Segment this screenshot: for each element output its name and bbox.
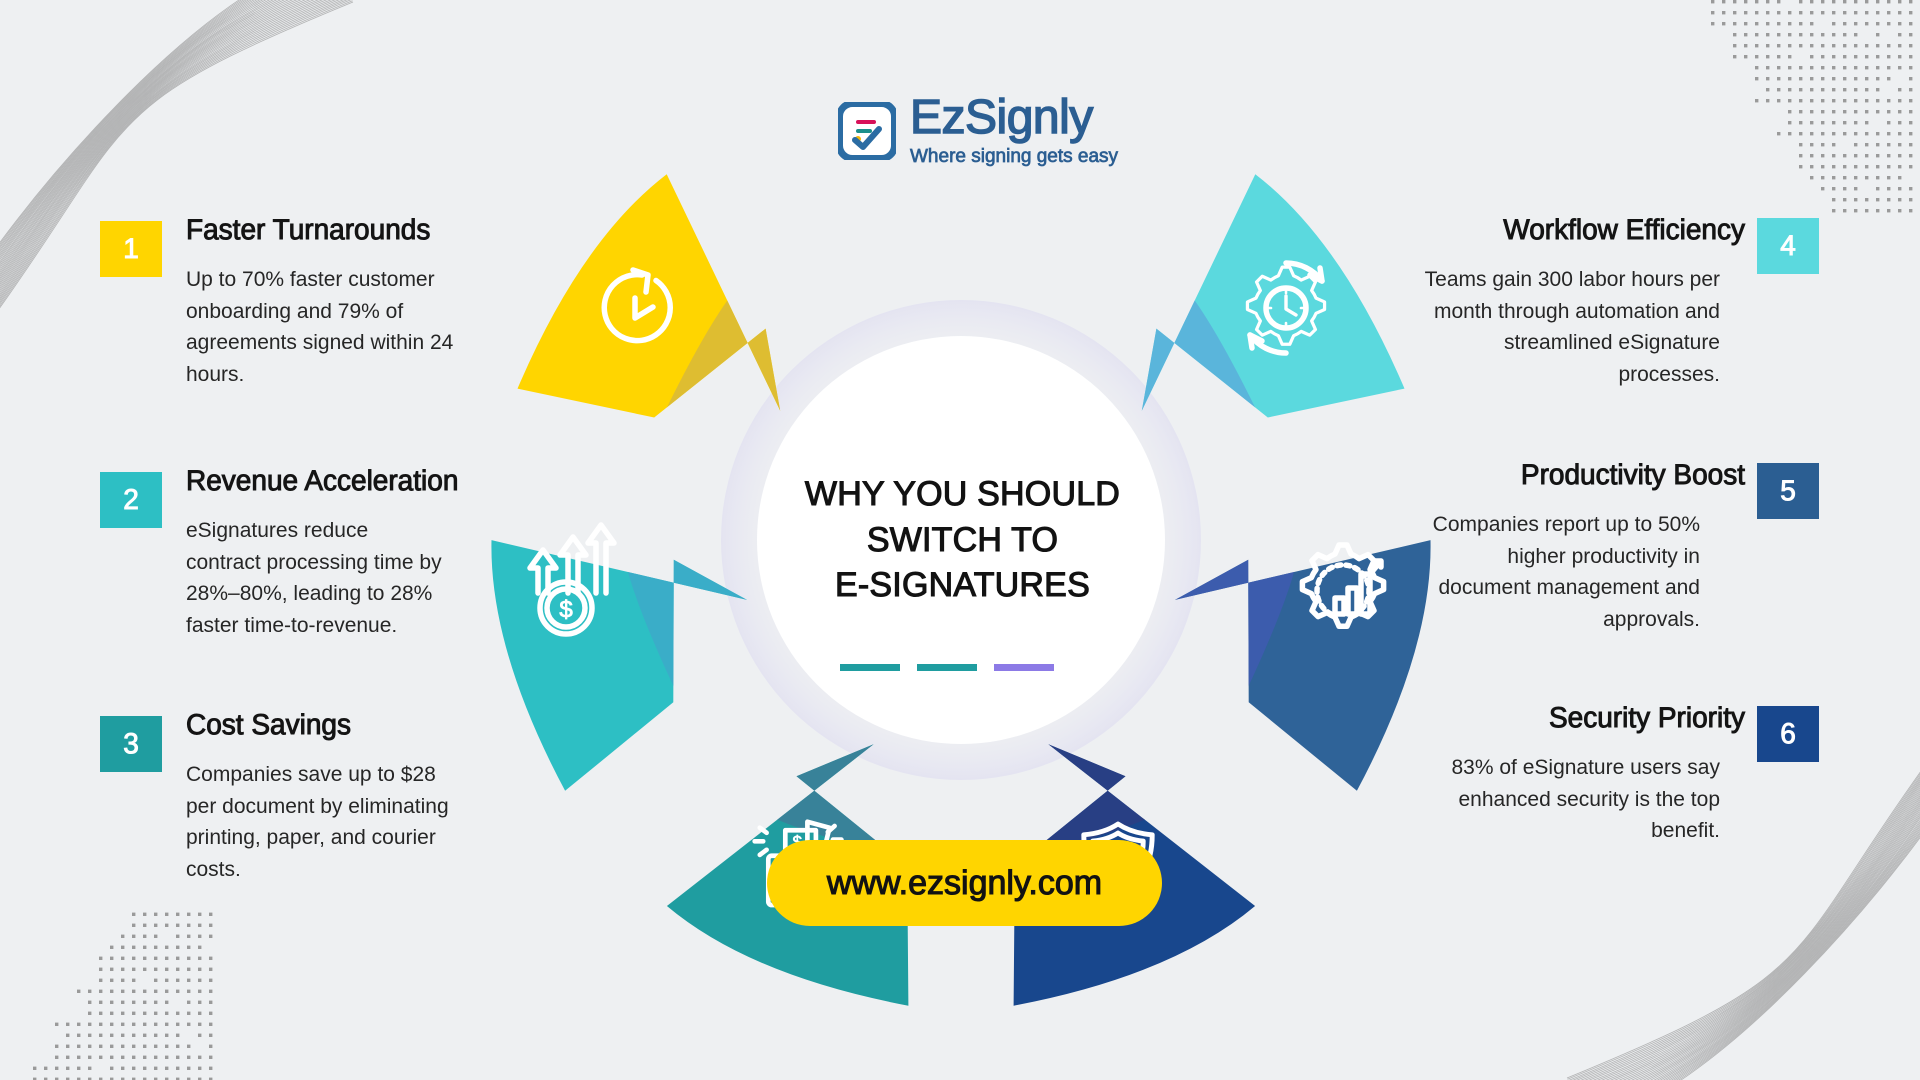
svg-text:$: $ [558, 596, 573, 623]
